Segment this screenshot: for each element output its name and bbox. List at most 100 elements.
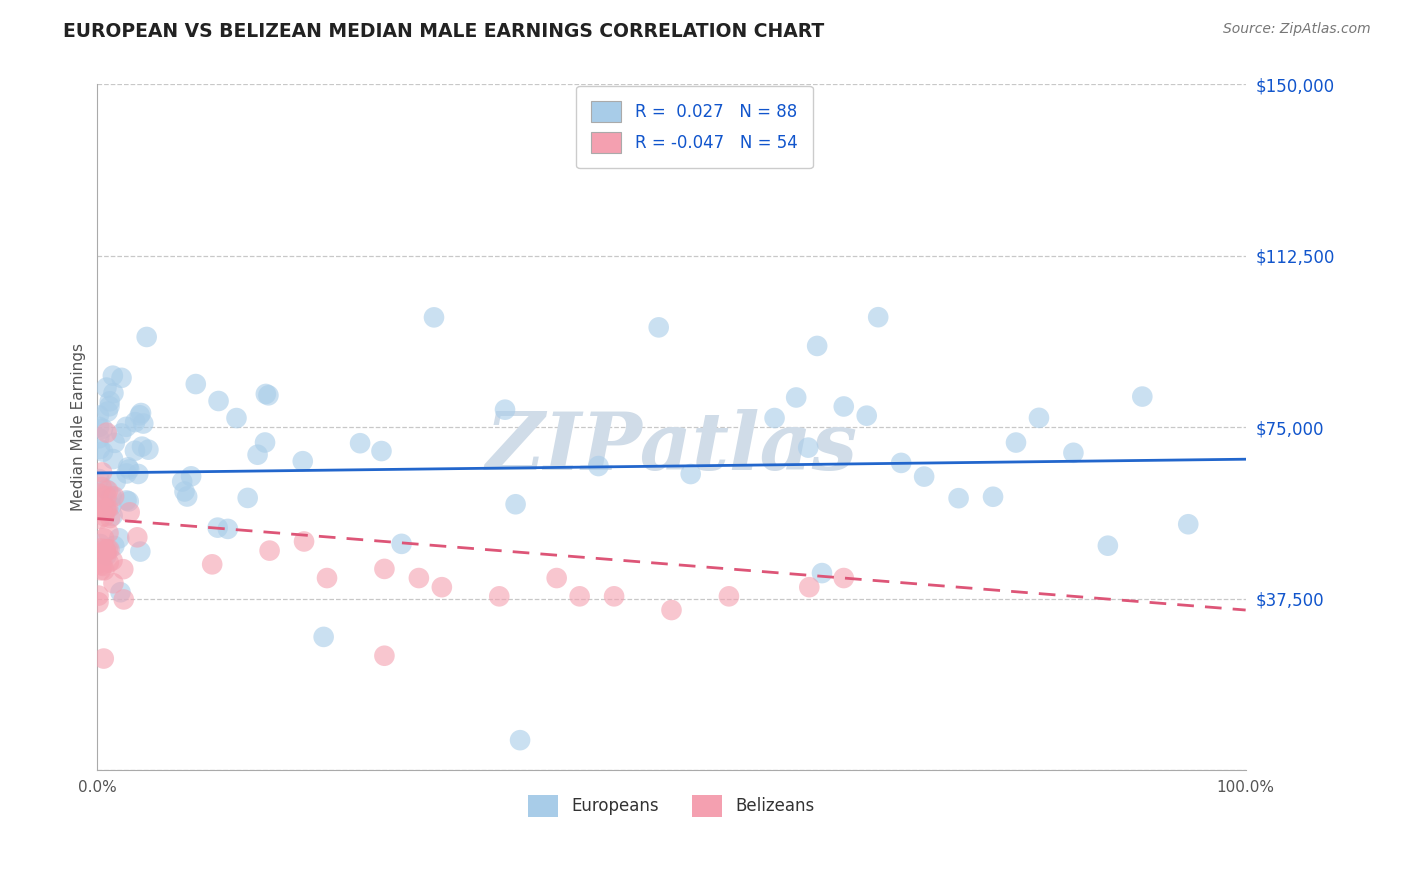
Point (124, 415, 146, 429)
Point (890, 456, 912, 470)
Point (97, 556, 120, 570)
Y-axis label: Median Male Earnings: Median Male Earnings (72, 343, 86, 511)
Point (89, 472, 111, 486)
Point (101, 508, 124, 523)
Point (292, 534, 315, 549)
Point (373, 648, 395, 663)
Point (87, 557, 110, 571)
Point (253, 435, 276, 450)
Point (115, 419, 138, 434)
Point (180, 469, 202, 483)
Point (110, 371, 132, 385)
Point (90, 480, 112, 494)
Point (104, 435, 127, 450)
Point (312, 630, 335, 644)
Point (97, 483, 120, 498)
Point (127, 530, 149, 544)
Point (97, 501, 120, 516)
Point (679, 467, 702, 481)
Point (172, 475, 194, 489)
Point (316, 571, 339, 585)
Point (173, 484, 195, 499)
Point (115, 467, 138, 481)
Point (423, 310, 446, 325)
Point (97, 525, 120, 540)
Point (118, 462, 141, 476)
Point (207, 394, 229, 409)
Point (430, 580, 453, 594)
Point (124, 443, 146, 458)
Point (118, 505, 141, 519)
Point (259, 543, 281, 558)
Text: EUROPEAN VS BELIZEAN MEDIAN MALE EARNINGS CORRELATION CHART: EUROPEAN VS BELIZEAN MEDIAN MALE EARNING… (63, 22, 824, 41)
Point (246, 448, 269, 462)
Point (225, 411, 247, 425)
Point (89, 486, 111, 500)
Point (87, 589, 110, 603)
Point (93, 532, 115, 546)
Point (89, 537, 111, 551)
Point (373, 562, 395, 576)
Point (100, 499, 122, 513)
Point (1062, 446, 1084, 460)
Point (89, 503, 111, 517)
Point (1097, 539, 1119, 553)
Point (494, 402, 516, 417)
Text: Source: ZipAtlas.com: Source: ZipAtlas.com (1223, 22, 1371, 37)
Point (505, 497, 527, 511)
Point (131, 440, 153, 454)
Point (588, 458, 610, 473)
Point (96, 500, 118, 515)
Point (101, 452, 124, 467)
Point (98, 394, 121, 409)
Point (91, 466, 114, 480)
Point (981, 490, 1004, 504)
Point (117, 460, 139, 475)
Point (101, 368, 124, 383)
Point (118, 494, 141, 508)
Point (96, 483, 118, 497)
Point (546, 571, 568, 585)
Point (647, 320, 669, 334)
Point (127, 467, 149, 481)
Point (97, 404, 120, 418)
Point (391, 537, 413, 551)
Point (93, 563, 115, 577)
Point (1028, 410, 1050, 425)
Point (103, 539, 125, 553)
Point (217, 522, 239, 536)
Point (1005, 435, 1028, 450)
Point (868, 310, 890, 325)
Point (112, 562, 135, 576)
Point (98, 511, 121, 525)
Point (89, 541, 111, 556)
Point (96, 490, 118, 504)
Point (87, 595, 110, 609)
Point (103, 386, 125, 401)
Point (89, 512, 111, 526)
Point (349, 436, 371, 450)
Point (184, 377, 207, 392)
Point (129, 544, 152, 558)
Point (207, 521, 229, 535)
Point (103, 576, 125, 591)
Point (488, 590, 510, 604)
Point (96, 381, 118, 395)
Point (948, 491, 970, 505)
Point (785, 391, 807, 405)
Point (1130, 390, 1153, 404)
Point (91, 559, 114, 574)
Point (112, 592, 135, 607)
Point (98, 542, 121, 557)
Point (90, 563, 112, 577)
Point (568, 590, 591, 604)
Point (797, 441, 820, 455)
Point (110, 585, 132, 599)
Point (90, 500, 112, 514)
Text: ZIPatlas: ZIPatlas (485, 409, 858, 486)
Point (101, 553, 124, 567)
Point (291, 454, 314, 468)
Point (132, 417, 155, 431)
Point (129, 406, 152, 420)
Point (96, 548, 118, 562)
